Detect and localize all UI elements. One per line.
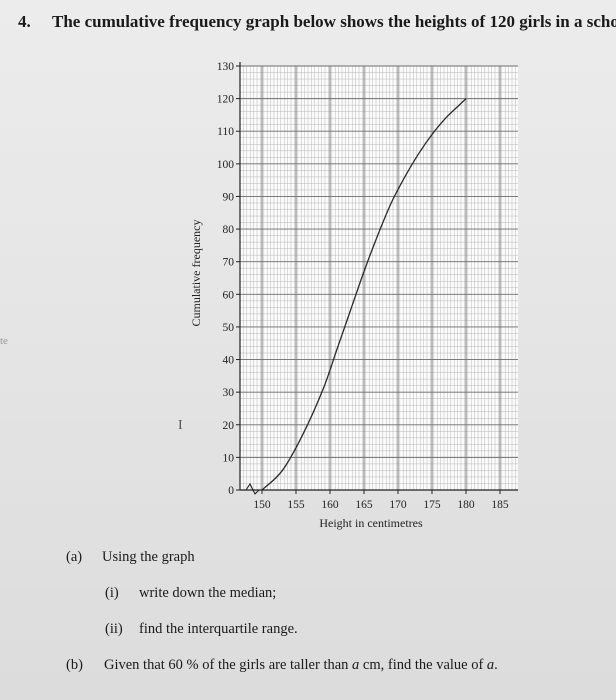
y-tick-label: 0	[228, 485, 234, 497]
y-tick-label: 110	[217, 126, 234, 138]
cumulative-frequency-chart: 0 10 20 30 40 50 60 70 80 90 100 110 120 130 150 155 16…	[189, 61, 518, 530]
part-b-text-2: cm, find the value of	[359, 657, 487, 673]
y-tick-label: 130	[217, 61, 235, 73]
y-tick-label: 30	[223, 387, 235, 399]
x-tick-label: 185	[491, 499, 509, 511]
question-number: 4.	[18, 12, 31, 31]
part-b-label: (b)	[66, 657, 83, 673]
side-edge-mark: te	[0, 335, 8, 347]
y-tick-label: 20	[223, 420, 235, 432]
part-b: (b) Given that 60 % of the girls are tall…	[66, 657, 498, 674]
stray-cursor-mark: I	[178, 418, 183, 433]
y-tick-label: 40	[223, 355, 235, 367]
plot-background	[240, 66, 518, 490]
x-tick-label: 155	[287, 499, 305, 511]
part-b-variable-2: a	[486, 657, 495, 673]
part-a-label: (a)	[66, 549, 83, 565]
axes	[239, 62, 518, 491]
part-a-text: Using the graph	[102, 549, 195, 565]
x-tick-label: 165	[355, 499, 373, 511]
x-tick-label: 150	[253, 499, 271, 511]
part-a-ii-label: (ii)	[105, 621, 123, 637]
cumulative-frequency-curve	[261, 98, 467, 491]
x-axis-break-mark	[240, 482, 262, 495]
x-tick-label: 175	[423, 499, 441, 511]
minor-grid	[239, 65, 518, 491]
part-a-ii: (ii) find the interquartile range.	[105, 621, 298, 638]
x-tick-label: 170	[389, 499, 407, 511]
x-tick-labels: 150 155 160 165 170 175 180 185	[253, 490, 509, 511]
y-tick-label: 100	[217, 159, 235, 171]
part-a: (a) Using the graph	[66, 549, 195, 566]
y-tick-labels: 0 10 20 30 40 50 60 70 80 90 100 110 120 130	[217, 61, 240, 497]
x-tick-label: 180	[457, 499, 475, 511]
part-b-variable-1: a	[352, 657, 360, 673]
part-b-text-3: .	[494, 657, 498, 673]
y-tick-label: 80	[223, 224, 235, 236]
y-tick-label: 50	[223, 322, 235, 334]
axis-break-zigzag	[240, 482, 262, 495]
part-a-i-label: (i)	[105, 585, 119, 601]
y-tick-label: 10	[223, 452, 235, 464]
part-a-ii-text: find the interquartile range.	[139, 621, 298, 637]
question-text: The cumulative frequency graph below sho…	[52, 12, 616, 31]
y-axis-title: Cumulative frequency	[189, 220, 203, 327]
major-grid	[240, 65, 518, 491]
y-tick-label: 90	[223, 191, 235, 203]
part-a-i-text: write down the median;	[139, 585, 277, 601]
x-tick-label: 160	[321, 499, 339, 511]
x-axis-title: Height in centimetres	[319, 516, 423, 530]
part-a-i: (i) write down the median;	[105, 585, 276, 602]
y-tick-label: 120	[217, 94, 235, 106]
y-tick-label: 60	[223, 289, 235, 301]
part-b-text-1: Given that 60 % of the girls are taller …	[104, 657, 353, 673]
y-tick-label: 70	[223, 257, 235, 269]
